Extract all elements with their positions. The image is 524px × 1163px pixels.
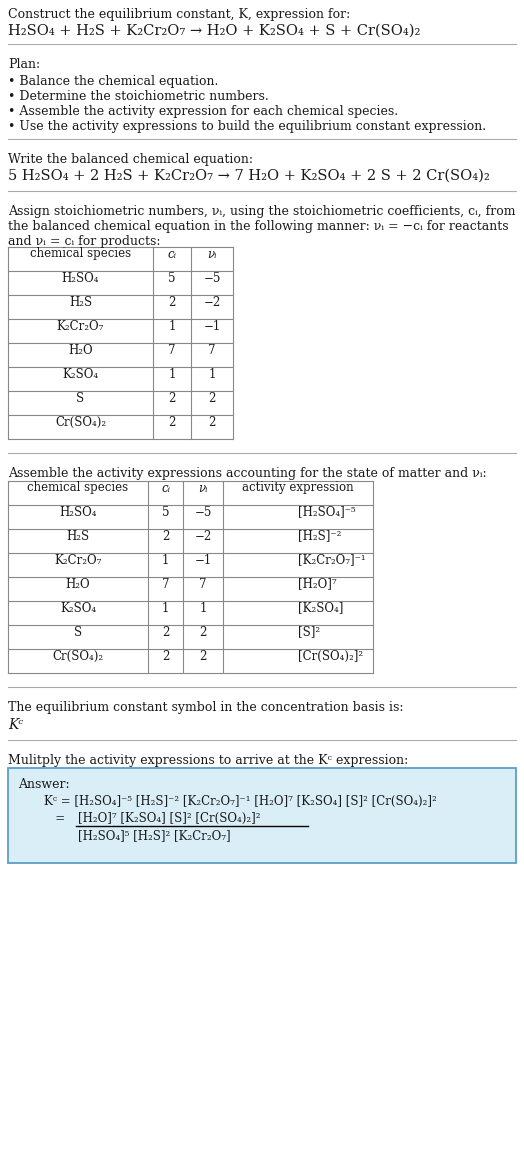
Text: 2: 2 (209, 392, 216, 405)
Text: • Balance the chemical equation.: • Balance the chemical equation. (8, 74, 219, 88)
Text: H₂O: H₂O (66, 578, 90, 591)
Text: [K₂Cr₂O₇]⁻¹: [K₂Cr₂O₇]⁻¹ (298, 554, 366, 566)
Text: S: S (77, 392, 84, 405)
Text: The equilibrium constant symbol in the concentration basis is:: The equilibrium constant symbol in the c… (8, 701, 403, 714)
Text: 2: 2 (162, 626, 169, 638)
Text: [Cr(SO₄)₂]²: [Cr(SO₄)₂]² (298, 649, 363, 663)
Text: Kᶜ: Kᶜ (8, 718, 23, 732)
Text: activity expression: activity expression (242, 481, 354, 494)
Text: 2: 2 (199, 649, 206, 663)
Text: K₂Cr₂O₇: K₂Cr₂O₇ (57, 320, 104, 333)
Text: 5 H₂SO₄ + 2 H₂S + K₂Cr₂O₇ → 7 H₂O + K₂SO₄ + 2 S + 2 Cr(SO₄)₂: 5 H₂SO₄ + 2 H₂S + K₂Cr₂O₇ → 7 H₂O + K₂SO… (8, 169, 490, 183)
Text: 1: 1 (209, 368, 216, 380)
Text: H₂SO₄: H₂SO₄ (59, 506, 97, 519)
Text: 2: 2 (168, 295, 176, 308)
Text: 7: 7 (162, 578, 169, 591)
Text: K₂SO₄: K₂SO₄ (60, 601, 96, 614)
Text: νᵢ: νᵢ (208, 248, 217, 261)
FancyBboxPatch shape (8, 768, 516, 863)
Text: 1: 1 (168, 368, 176, 380)
Text: −1: −1 (194, 554, 212, 566)
Text: the balanced chemical equation in the following manner: νᵢ = −cᵢ for reactants: the balanced chemical equation in the fo… (8, 220, 509, 233)
Text: Cr(SO₄)₂: Cr(SO₄)₂ (55, 415, 106, 428)
Text: −2: −2 (203, 295, 221, 308)
Text: 7: 7 (168, 343, 176, 357)
Text: −2: −2 (194, 529, 212, 542)
Text: Answer:: Answer: (18, 778, 70, 791)
Text: K₂SO₄: K₂SO₄ (62, 368, 99, 380)
Text: −5: −5 (203, 271, 221, 285)
Text: • Assemble the activity expression for each chemical species.: • Assemble the activity expression for e… (8, 105, 398, 117)
Text: and νᵢ = cᵢ for products:: and νᵢ = cᵢ for products: (8, 235, 160, 248)
Text: H₂S: H₂S (69, 295, 92, 308)
Text: S: S (74, 626, 82, 638)
Text: Assign stoichiometric numbers, νᵢ, using the stoichiometric coefficients, cᵢ, fr: Assign stoichiometric numbers, νᵢ, using… (8, 205, 516, 217)
Text: [K₂SO₄]: [K₂SO₄] (298, 601, 343, 614)
Text: Assemble the activity expressions accounting for the state of matter and νᵢ:: Assemble the activity expressions accoun… (8, 468, 487, 480)
Text: 2: 2 (209, 415, 216, 428)
Text: Write the balanced chemical equation:: Write the balanced chemical equation: (8, 154, 253, 166)
Text: [S]²: [S]² (298, 626, 320, 638)
Text: 2: 2 (199, 626, 206, 638)
Text: Mulitply the activity expressions to arrive at the Kᶜ expression:: Mulitply the activity expressions to arr… (8, 754, 408, 768)
Text: cᵢ: cᵢ (168, 248, 177, 261)
Text: chemical species: chemical species (27, 481, 128, 494)
Text: Kᶜ = [H₂SO₄]⁻⁵ [H₂S]⁻² [K₂Cr₂O₇]⁻¹ [H₂O]⁷ [K₂SO₄] [S]² [Cr(SO₄)₂]²: Kᶜ = [H₂SO₄]⁻⁵ [H₂S]⁻² [K₂Cr₂O₇]⁻¹ [H₂O]… (44, 795, 436, 808)
Text: Cr(SO₄)₂: Cr(SO₄)₂ (52, 649, 104, 663)
Text: H₂SO₄: H₂SO₄ (62, 271, 99, 285)
Text: [H₂O]⁷: [H₂O]⁷ (298, 578, 336, 591)
Text: νᵢ: νᵢ (198, 481, 208, 494)
Text: 5: 5 (168, 271, 176, 285)
Text: 1: 1 (199, 601, 206, 614)
Text: K₂Cr₂O₇: K₂Cr₂O₇ (54, 554, 102, 566)
Text: 2: 2 (162, 649, 169, 663)
Text: [H₂S]⁻²: [H₂S]⁻² (298, 529, 341, 542)
Text: 2: 2 (168, 415, 176, 428)
Text: −1: −1 (203, 320, 221, 333)
Text: H₂O: H₂O (68, 343, 93, 357)
Text: 1: 1 (168, 320, 176, 333)
Text: Plan:: Plan: (8, 58, 40, 71)
Text: H₂S: H₂S (67, 529, 90, 542)
Text: =: = (44, 812, 65, 825)
Text: [H₂O]⁷ [K₂SO₄] [S]² [Cr(SO₄)₂]²: [H₂O]⁷ [K₂SO₄] [S]² [Cr(SO₄)₂]² (78, 812, 260, 825)
Text: • Use the activity expressions to build the equilibrium constant expression.: • Use the activity expressions to build … (8, 120, 486, 133)
Text: 5: 5 (162, 506, 169, 519)
Text: 7: 7 (208, 343, 216, 357)
Text: 2: 2 (162, 529, 169, 542)
Text: cᵢ: cᵢ (161, 481, 170, 494)
Text: [H₂SO₄]⁵ [H₂S]² [K₂Cr₂O₇]: [H₂SO₄]⁵ [H₂S]² [K₂Cr₂O₇] (78, 829, 231, 842)
Text: Construct the equilibrium constant, K, expression for:: Construct the equilibrium constant, K, e… (8, 8, 350, 21)
Text: 1: 1 (162, 554, 169, 566)
Text: 2: 2 (168, 392, 176, 405)
Text: [H₂SO₄]⁻⁵: [H₂SO₄]⁻⁵ (298, 506, 356, 519)
Text: chemical species: chemical species (30, 248, 131, 261)
Text: 7: 7 (199, 578, 207, 591)
Text: 1: 1 (162, 601, 169, 614)
Text: −5: −5 (194, 506, 212, 519)
Text: H₂SO₄ + H₂S + K₂Cr₂O₇ → H₂O + K₂SO₄ + S + Cr(SO₄)₂: H₂SO₄ + H₂S + K₂Cr₂O₇ → H₂O + K₂SO₄ + S … (8, 24, 420, 38)
Text: • Determine the stoichiometric numbers.: • Determine the stoichiometric numbers. (8, 90, 269, 104)
